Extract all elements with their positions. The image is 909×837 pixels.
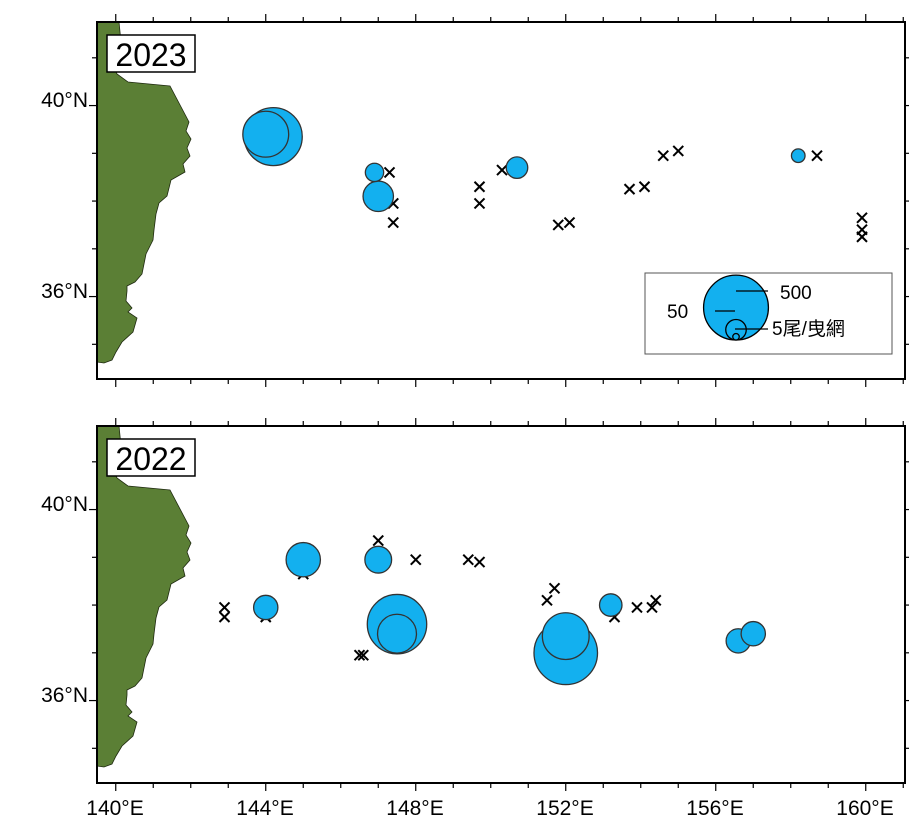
catch-circle [285, 541, 322, 578]
zero-catch-marker [672, 145, 684, 157]
zero-catch-marker [623, 183, 636, 195]
year-label-box-2023: 2023 [106, 34, 196, 73]
zero-catch-marker [563, 216, 576, 229]
legend-circles [702, 274, 770, 341]
zero-catch-marker [218, 601, 231, 614]
zero-catch-marker [473, 181, 486, 193]
lon-label-144e: 144°E [236, 797, 293, 820]
catch-circle [242, 110, 290, 158]
catch-circle [541, 612, 590, 661]
zero-catch-marker [357, 649, 369, 661]
zero-catch-marker [856, 231, 868, 243]
zero-catch-marker [646, 601, 658, 614]
lat-label-36n-2022: 36°N [41, 684, 88, 707]
zero-catch-marker [631, 601, 643, 614]
lon-label-156e: 156°E [686, 797, 743, 820]
panel-2022: 2022 [89, 418, 909, 791]
catch-circle [364, 545, 393, 574]
lon-label-160e: 160°E [836, 797, 893, 820]
zero-catch-marker [638, 181, 651, 193]
panel-2023: 2023 500 50 5尾/曳網 [89, 14, 909, 387]
year-label-2023: 2023 [115, 37, 186, 73]
zero-catch-marker [548, 582, 561, 595]
zero-catch-marker [462, 553, 474, 566]
zero-catch-marker [856, 212, 868, 224]
lon-labels: 140°E 144°E 148°E 152°E 156°E 160°E [86, 797, 893, 820]
zero-catch-marker [473, 556, 486, 568]
honshu-coastline-land [97, 22, 192, 364]
zero-catch-marker [811, 149, 823, 162]
year-label-box-2022: 2022 [106, 438, 196, 477]
zero-catch-markers-2022 [218, 534, 662, 661]
lon-label-148e: 148°E [386, 797, 443, 820]
year-label-2022: 2022 [115, 441, 186, 477]
lon-label-140e: 140°E [86, 797, 143, 820]
size-legend: 500 50 5尾/曳網 [644, 272, 893, 355]
lat-label-40n-2023: 40°N [41, 89, 88, 112]
honshu-coastline-land [97, 426, 192, 768]
zero-catch-markers-2023 [383, 145, 868, 243]
catch-circle [790, 148, 806, 164]
axis-ticks-2022 [89, 418, 909, 791]
zero-catch-marker [541, 594, 553, 606]
zero-catch-marker [372, 534, 384, 547]
legend-label-50: 50 [667, 302, 688, 323]
catch-circle [252, 594, 279, 621]
catch-circle [505, 156, 529, 180]
catch-circle [740, 620, 767, 647]
zero-catch-marker [552, 219, 564, 231]
catch-circle [598, 593, 623, 617]
legend-circle [732, 332, 740, 341]
legend-label-500: 500 [780, 283, 812, 304]
zero-catch-marker [387, 216, 399, 229]
zero-catch-marker [473, 197, 486, 210]
zero-catch-marker [496, 164, 508, 176]
catch-circle [376, 613, 418, 654]
zero-catch-marker [383, 166, 396, 179]
lon-label-152e: 152°E [536, 797, 593, 820]
zero-catch-marker [650, 594, 662, 606]
catch-circle [362, 180, 395, 213]
map-frame-2022 [96, 425, 906, 784]
axis-ticks-2023 [89, 14, 909, 387]
zero-catch-marker [410, 553, 422, 566]
zero-catch-marker [218, 611, 231, 623]
catch-circles-2022 [252, 541, 767, 686]
lat-label-36n-2023: 36°N [41, 280, 88, 303]
zero-catch-marker [657, 149, 669, 162]
legend-label-5: 5尾/曳網 [772, 318, 845, 340]
catch-circles-2023 [242, 106, 806, 213]
zero-catch-marker [353, 649, 366, 661]
catch-circle [364, 162, 385, 183]
lat-label-40n-2022: 40°N [41, 493, 88, 516]
